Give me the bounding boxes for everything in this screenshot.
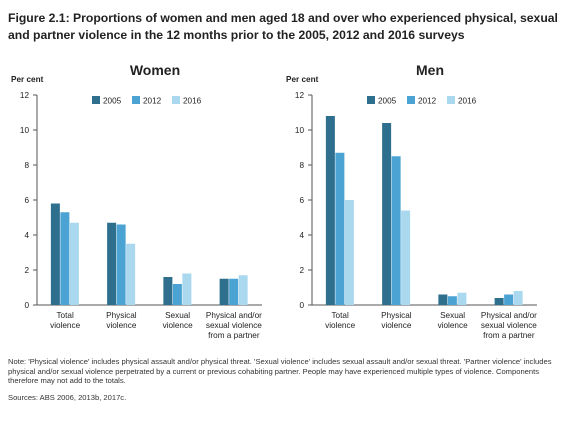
- men-panel-title: Men: [416, 62, 444, 78]
- women-category-label: violence: [163, 321, 193, 330]
- men-category-label: sexual violence: [481, 321, 537, 330]
- women-legend-label-2005: 2005: [103, 97, 122, 106]
- men-category-label: Physical: [381, 311, 412, 320]
- men-bar-2005-cat0: [325, 116, 335, 305]
- men-y-tick-label: 4: [299, 231, 304, 240]
- women-category-label: violence: [106, 321, 136, 330]
- men-y-tick-label: 2: [299, 266, 304, 275]
- men-y-tick-label: 8: [299, 161, 304, 170]
- figure-title: Figure 2.1: Proportions of women and men…: [8, 11, 558, 42]
- men-bar-2005-cat2: [438, 294, 448, 305]
- men-y-tick-label: 10: [295, 126, 305, 135]
- women-bar-2016-cat3: [238, 275, 248, 305]
- men-bar-2016-cat1: [401, 210, 411, 305]
- men-category-label: Total: [331, 311, 348, 320]
- men-category-label: Physical and/or: [481, 311, 537, 320]
- men-y-tick-label: 6: [299, 196, 304, 205]
- women-bar-2005-cat2: [163, 277, 173, 305]
- men-bar-2016-cat2: [457, 292, 467, 305]
- men-bar-2012-cat2: [447, 296, 457, 305]
- men-bar-2016-cat0: [344, 200, 354, 305]
- men-bar-2016-cat3: [513, 291, 523, 305]
- women-bar-2012-cat2: [172, 284, 182, 305]
- women-y-tick-label: 0: [24, 301, 29, 310]
- men-y-axis-label: Per cent: [286, 75, 319, 84]
- women-bar-2016-cat0: [69, 222, 79, 305]
- women-bar-2005-cat0: [50, 203, 60, 305]
- men-bar-2012-cat1: [391, 156, 401, 305]
- women-category-label: sexual violence: [206, 321, 262, 330]
- figure-note: Note: 'Physical violence' includes physi…: [8, 357, 552, 386]
- women-y-tick-label: 12: [20, 91, 30, 100]
- men-legend-label-2005: 2005: [378, 97, 397, 106]
- men-legend-swatch-2016: [447, 96, 455, 104]
- men-legend-swatch-2005: [367, 96, 375, 104]
- men-category-label: violence: [381, 321, 411, 330]
- women-legend-swatch-2005: [92, 96, 100, 104]
- women-category-label: from a partner: [208, 331, 260, 340]
- men-category-label: Sexual: [440, 311, 465, 320]
- men-legend-label-2016: 2016: [458, 97, 477, 106]
- women-bar-2012-cat0: [60, 212, 70, 305]
- men-bar-2005-cat3: [494, 298, 504, 305]
- women-y-axis-label: Per cent: [11, 75, 44, 84]
- men-y-tick-label: 0: [299, 301, 304, 310]
- women-legend-swatch-2016: [172, 96, 180, 104]
- women-legend-label-2016: 2016: [183, 97, 202, 106]
- men-category-label: violence: [438, 321, 468, 330]
- women-y-tick-label: 2: [24, 266, 29, 275]
- women-y-tick-label: 10: [20, 126, 30, 135]
- men-legend-swatch-2012: [407, 96, 415, 104]
- men-category-label: from a partner: [483, 331, 535, 340]
- women-bar-2012-cat1: [116, 224, 126, 305]
- women-panel-title: Women: [130, 62, 180, 78]
- women-y-tick-label: 6: [24, 196, 29, 205]
- women-bar-2005-cat1: [107, 222, 117, 305]
- women-category-label: Sexual: [165, 311, 190, 320]
- women-category-label: Physical and/or: [206, 311, 262, 320]
- women-legend-swatch-2012: [132, 96, 140, 104]
- women-y-tick-label: 8: [24, 161, 29, 170]
- men-bar-2012-cat3: [504, 294, 514, 305]
- figure-sources: Sources: ABS 2006, 2013b, 2017c.: [8, 393, 127, 402]
- women-legend-label-2012: 2012: [143, 97, 162, 106]
- women-bar-2016-cat2: [182, 273, 192, 305]
- women-category-label: Physical: [106, 311, 137, 320]
- men-legend-label-2012: 2012: [418, 97, 437, 106]
- men-bar-2012-cat0: [335, 152, 345, 305]
- women-bar-2016-cat1: [126, 243, 136, 305]
- women-category-label: Total: [56, 311, 73, 320]
- women-bar-2012-cat3: [229, 278, 239, 305]
- women-bar-2005-cat3: [219, 278, 229, 305]
- women-category-label: violence: [50, 321, 80, 330]
- men-bar-2005-cat1: [382, 123, 392, 305]
- men-category-label: violence: [325, 321, 355, 330]
- women-y-tick-label: 4: [24, 231, 29, 240]
- men-y-tick-label: 12: [295, 91, 305, 100]
